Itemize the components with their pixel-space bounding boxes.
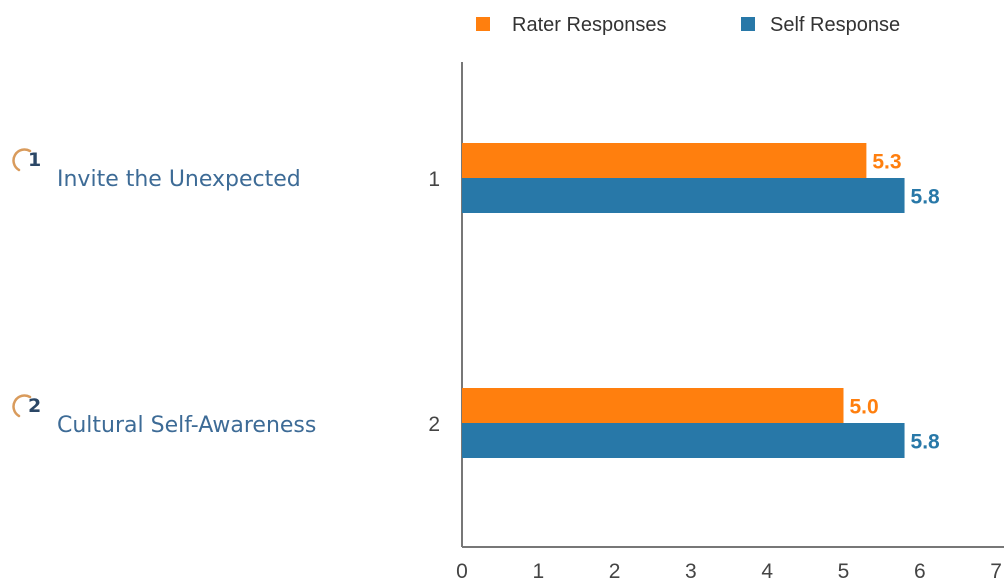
- data-label: 5.0: [850, 396, 879, 419]
- x-tick-label: 0: [456, 560, 468, 583]
- legend-label: Self Response: [770, 14, 900, 36]
- y-tick-label: 1: [428, 168, 440, 191]
- y-tick-label: 2: [428, 413, 440, 436]
- item-label: Invite the Unexpected: [57, 167, 301, 192]
- legend-swatch: [476, 17, 490, 31]
- x-tick-label: 6: [914, 560, 926, 583]
- bar-rater: [462, 143, 867, 178]
- legend-label: Rater Responses: [512, 14, 667, 36]
- x-tick-label: 3: [685, 560, 697, 583]
- x-tick-label: 4: [761, 560, 773, 583]
- bar-rater: [462, 388, 844, 423]
- x-tick-label: 2: [609, 560, 621, 583]
- data-label: 5.8: [911, 186, 941, 209]
- bar-self: [462, 178, 905, 213]
- x-tick-label: 5: [838, 560, 850, 583]
- x-tick-label: 7: [990, 560, 1002, 583]
- number-badge-arc-icon: [12, 148, 32, 172]
- data-label: 5.8: [911, 431, 941, 454]
- legend-swatch: [741, 17, 755, 31]
- item-number: 1: [28, 149, 42, 171]
- bar-self: [462, 423, 905, 458]
- item-label: Cultural Self-Awareness: [57, 413, 317, 438]
- item-number: 2: [28, 395, 42, 417]
- number-badge-arc-icon: [12, 394, 32, 418]
- data-label: 5.3: [872, 151, 901, 174]
- x-tick-label: 1: [532, 560, 544, 583]
